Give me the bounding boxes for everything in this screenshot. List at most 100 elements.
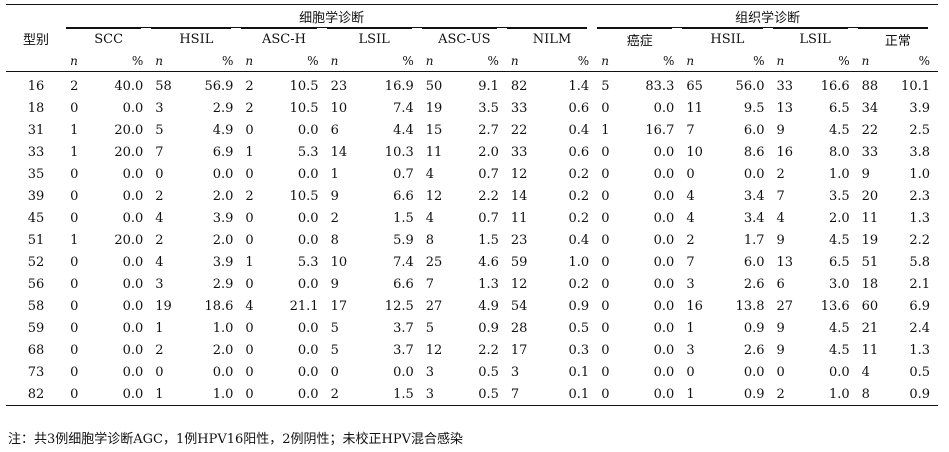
- count-cell: 2: [155, 232, 164, 248]
- count-cell: 6: [330, 122, 339, 138]
- percent-cell: 0.0: [122, 320, 144, 336]
- count-cell: 16: [776, 144, 794, 160]
- hpv-type-cell: 16: [27, 78, 45, 94]
- type-header: 型别: [6, 4, 67, 72]
- percent-cell: 1.5: [356, 383, 422, 406]
- count-cell: 54: [510, 298, 528, 314]
- percent-cell: 0.0: [297, 210, 319, 226]
- percent-cell: 4.4: [393, 122, 414, 138]
- count-cell: 4: [425, 166, 435, 182]
- percent-cell: 1.3: [909, 342, 930, 358]
- percent-cell: 0.0: [653, 320, 675, 336]
- percent-cell: 0.9: [887, 383, 938, 406]
- percent-cell: 0.5: [478, 364, 499, 380]
- percent-cell: 10.5: [289, 78, 319, 94]
- count-cell: 11: [510, 210, 528, 226]
- hpv-type-cell: 39: [27, 188, 45, 204]
- n-unit-label: n: [601, 53, 609, 68]
- percent-cell: 3.5: [478, 100, 499, 116]
- count-cell: 8: [330, 232, 339, 248]
- percent-cell: 0.0: [743, 364, 765, 380]
- percent-cell: 0.0: [122, 298, 144, 314]
- percent-cell: 3.7: [393, 342, 414, 358]
- count-cell: 0: [245, 342, 254, 358]
- count-cell: 5: [155, 122, 164, 138]
- table-row: 68 0 0.0 2 2.0 0 0.0 5 3.7 12 2.2 17 0.3 0 0.0 3 2.6 9 4.5…: [6, 339, 938, 361]
- percent-cell: 1.0: [802, 383, 858, 406]
- percent-cell: 1.0: [568, 254, 590, 270]
- hpv-type-cell: 73: [27, 364, 45, 380]
- percent-cell: 0.0: [653, 188, 675, 204]
- percent-cell: 1.3: [478, 276, 499, 292]
- percent-cell: 6.6: [393, 276, 414, 292]
- count-cell: 2: [330, 210, 339, 226]
- count-cell: 1: [245, 254, 254, 270]
- count-cell: 16: [686, 298, 703, 314]
- percent-cell: 4.5: [828, 320, 850, 336]
- percent-cell: 16.7: [645, 122, 675, 138]
- count-cell: 1: [70, 122, 79, 138]
- percent-cell: 0.0: [122, 210, 144, 226]
- percent-cell: 0.0: [297, 342, 319, 358]
- percent-cell: 20.0: [114, 122, 144, 138]
- percent-cell: 6.0: [743, 254, 765, 270]
- percent-cell: 0.0: [653, 100, 675, 116]
- count-cell: 7: [686, 254, 695, 270]
- percent-cell: 3.0: [828, 276, 850, 292]
- count-cell: 0: [601, 188, 610, 204]
- count-cell: 59: [510, 254, 528, 270]
- count-cell: 33: [510, 100, 528, 116]
- count-cell: 3: [425, 364, 435, 380]
- table-header: 型别 细胞学诊断 组织学诊断 SCC HSIL ASC-H LSIL ASC-US NIL…: [6, 4, 938, 72]
- count-cell: 19: [155, 298, 172, 314]
- count-cell: 2: [776, 166, 785, 182]
- count-cell: 3: [155, 276, 164, 292]
- count-cell: 0: [155, 364, 164, 380]
- hpv-type-cell: 35: [27, 166, 45, 182]
- count-cell: 12: [425, 342, 443, 358]
- count-cell: 4: [425, 210, 435, 226]
- percent-cell: 3.4: [743, 188, 765, 204]
- hpv-type-cell: 68: [27, 342, 45, 358]
- count-cell: 8: [425, 232, 435, 248]
- count-cell: 13: [776, 254, 794, 270]
- hpv-type-cell: 31: [27, 122, 45, 138]
- hpv-type-cell: 51: [27, 232, 45, 248]
- count-cell: 10: [330, 254, 348, 270]
- table-row: 16 2 40.0 58 56.9 2 10.5 23 16.9 50 9.1 82 1.4 5 83.3 6…: [6, 72, 938, 98]
- percent-cell: 5.3: [297, 144, 319, 160]
- count-cell: 21: [861, 320, 879, 336]
- count-cell: 82: [510, 78, 528, 94]
- percent-cell: 2.9: [212, 100, 234, 116]
- percent-cell: 5.8: [909, 254, 930, 270]
- count-cell: 33: [776, 78, 794, 94]
- count-cell: 28: [510, 320, 528, 336]
- count-cell: 0: [601, 254, 610, 270]
- percent-cell: 0.0: [653, 144, 675, 160]
- count-cell: 15: [425, 122, 443, 138]
- count-cell: 2: [155, 342, 164, 358]
- percent-cell: 0.0: [297, 166, 319, 182]
- percent-cell: 0.6: [568, 144, 590, 160]
- count-cell: 4: [155, 210, 164, 226]
- percent-cell: 0.0: [297, 232, 319, 248]
- hpv-type-cell: 45: [27, 210, 45, 226]
- percent-cell: 20.0: [114, 232, 144, 248]
- count-cell: 0: [70, 188, 79, 204]
- percent-cell: 2.7: [478, 122, 499, 138]
- percent-cell: 56.0: [735, 78, 765, 94]
- percent-cell: 0.0: [393, 364, 414, 380]
- percent-unit-label: %: [918, 53, 930, 68]
- count-cell: 3: [686, 342, 695, 358]
- count-cell: 34: [861, 100, 879, 116]
- percent-cell: 0.2: [568, 276, 590, 292]
- percent-cell: 2.1: [909, 276, 930, 292]
- table-row: 82 0 0.0 1 1.0 0 0.0 2 1.5 3 0.5 7 0.1 0 0.0 1 0.9 2 1.0 8 0…: [6, 383, 938, 406]
- count-cell: 5: [425, 320, 435, 336]
- percent-cell: 0.0: [122, 276, 144, 292]
- count-cell: 0: [601, 276, 610, 292]
- unit-row: n% n% n% n% n% n% n% n% n% n%: [6, 50, 938, 72]
- cytology-column-header: ASC-H: [241, 28, 327, 50]
- count-cell: 2: [245, 100, 254, 116]
- percent-cell: 6.6: [393, 188, 414, 204]
